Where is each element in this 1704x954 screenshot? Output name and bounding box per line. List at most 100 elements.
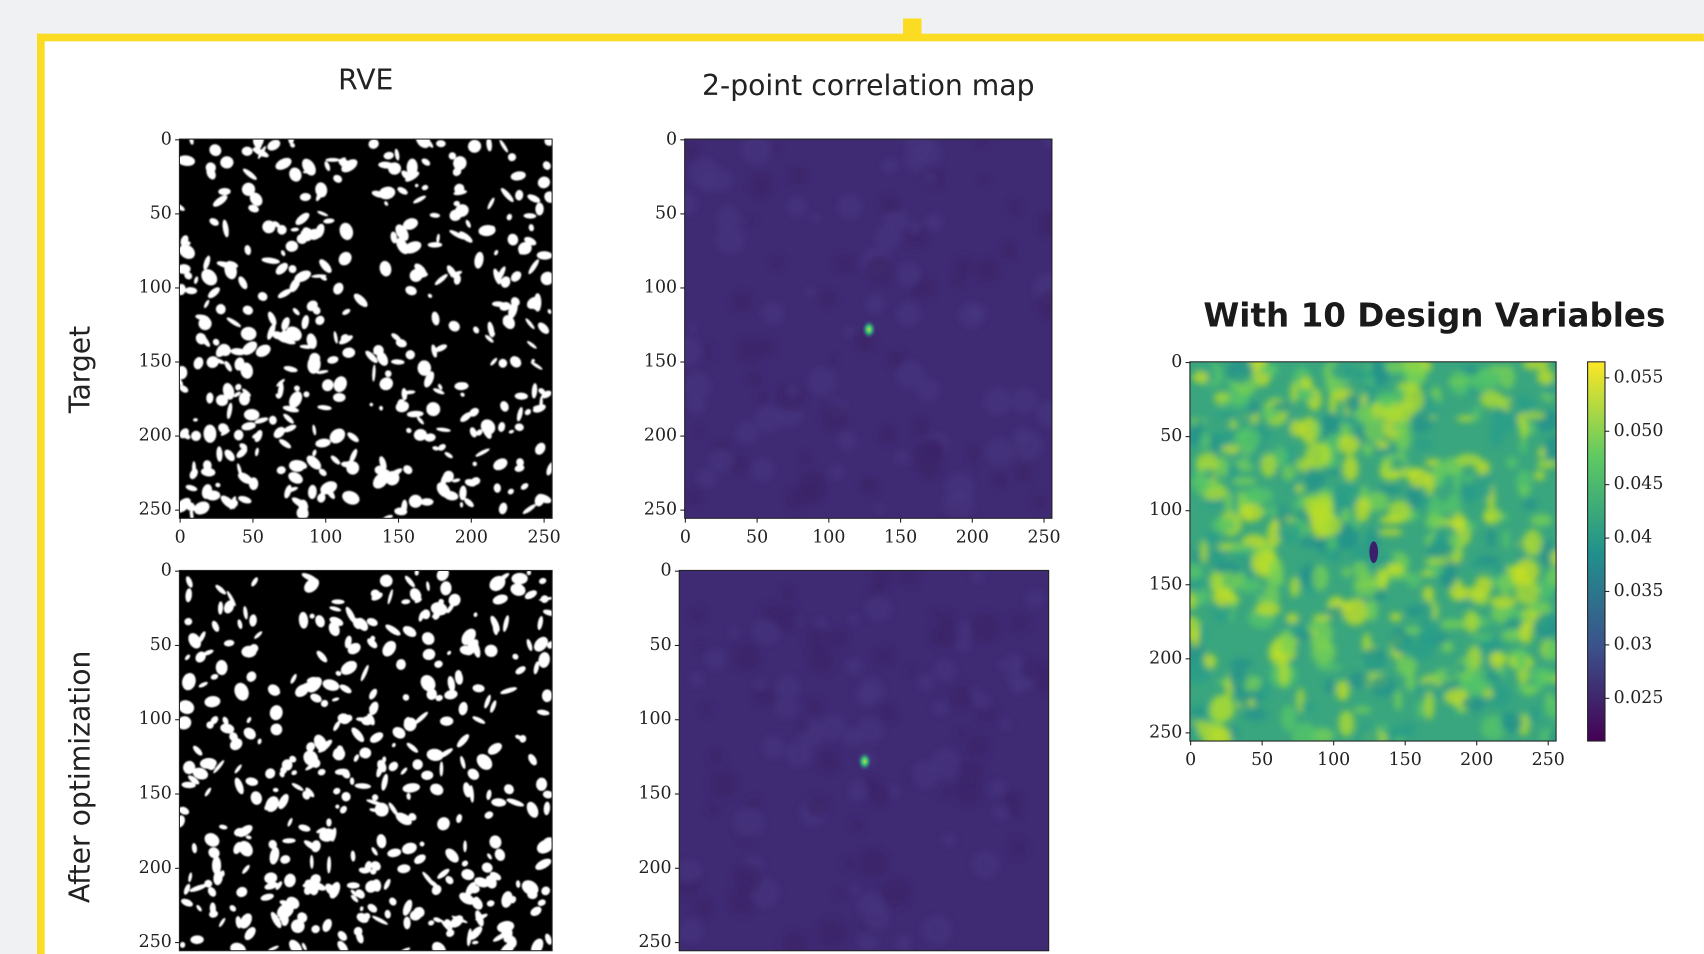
grain — [523, 213, 537, 219]
noise — [975, 139, 989, 148]
noise — [912, 446, 943, 477]
grain — [220, 723, 235, 734]
grain — [526, 639, 533, 652]
noise — [1202, 499, 1228, 508]
noise — [850, 818, 864, 833]
noise — [1353, 706, 1372, 714]
grain — [403, 716, 410, 723]
grain — [366, 617, 378, 627]
y-tick-label: 0 — [661, 561, 672, 581]
grain — [189, 468, 198, 480]
noise — [1363, 416, 1386, 442]
noise — [1519, 622, 1533, 644]
grain — [404, 575, 416, 588]
noise — [932, 700, 949, 717]
grain — [530, 361, 543, 370]
grain — [541, 689, 553, 703]
grain — [514, 423, 524, 432]
noise — [834, 887, 845, 898]
grain — [403, 241, 422, 254]
grain — [203, 424, 217, 443]
grain — [379, 456, 387, 471]
grain — [211, 620, 220, 632]
grain — [288, 459, 305, 472]
grain — [444, 919, 452, 927]
grain — [246, 671, 257, 682]
axes-frame — [178, 138, 553, 519]
noise — [1237, 578, 1263, 593]
grain — [402, 783, 421, 793]
grain — [466, 928, 472, 947]
noise — [747, 171, 775, 199]
noise — [968, 459, 978, 469]
grain — [180, 235, 189, 247]
grain — [242, 388, 251, 397]
noise — [1544, 435, 1557, 462]
grain — [238, 840, 253, 857]
noise — [1246, 449, 1263, 468]
image — [684, 139, 1052, 519]
grain — [384, 909, 391, 919]
noise — [1379, 392, 1395, 408]
noise — [1036, 400, 1052, 427]
noise — [865, 255, 896, 286]
grain — [489, 835, 502, 849]
grain — [338, 158, 352, 169]
grain — [486, 900, 495, 907]
noise — [1351, 544, 1368, 566]
noise — [827, 354, 839, 366]
grain — [291, 783, 304, 791]
grain — [471, 940, 479, 945]
grain — [448, 152, 457, 160]
x-tick-label: 150 — [884, 527, 917, 547]
noise — [1008, 838, 1028, 858]
noise — [922, 915, 952, 945]
grain — [187, 775, 200, 785]
grain — [359, 747, 372, 759]
noise — [1485, 683, 1513, 708]
grain — [406, 410, 424, 418]
grain — [290, 673, 297, 684]
grain — [490, 225, 496, 233]
grain — [264, 872, 278, 884]
axes-frame — [678, 569, 1050, 952]
noise — [904, 149, 927, 172]
noise — [755, 405, 783, 433]
grain — [473, 612, 478, 618]
grain — [490, 357, 498, 366]
grain — [307, 484, 317, 500]
grain — [298, 824, 311, 832]
grain — [324, 161, 331, 172]
grain — [185, 576, 193, 588]
grain — [460, 755, 466, 769]
noise — [1312, 564, 1329, 591]
x-tick-label: 250 — [528, 527, 561, 547]
grain — [359, 906, 364, 912]
noise — [899, 570, 919, 586]
noise — [1483, 673, 1501, 682]
noise — [1337, 434, 1360, 455]
grain — [302, 169, 314, 174]
noise — [1351, 369, 1377, 380]
noise — [1316, 537, 1327, 552]
grain — [282, 838, 296, 844]
noise — [969, 612, 1000, 643]
grain — [372, 879, 382, 892]
noise — [866, 783, 891, 807]
noise — [1379, 515, 1402, 524]
grain — [515, 666, 526, 675]
grain — [222, 382, 235, 400]
noise — [862, 905, 889, 932]
grain — [188, 502, 196, 512]
grain — [344, 635, 352, 649]
noise — [728, 626, 739, 637]
noise — [1356, 725, 1380, 742]
grain — [542, 609, 553, 617]
grain — [537, 322, 550, 334]
grain — [287, 817, 293, 827]
plot-title: 2-point correlation map — [702, 69, 1035, 102]
y-tick-label: 0 — [1171, 352, 1182, 372]
noise — [942, 833, 957, 847]
noise — [1533, 470, 1546, 481]
noise — [1463, 610, 1480, 633]
